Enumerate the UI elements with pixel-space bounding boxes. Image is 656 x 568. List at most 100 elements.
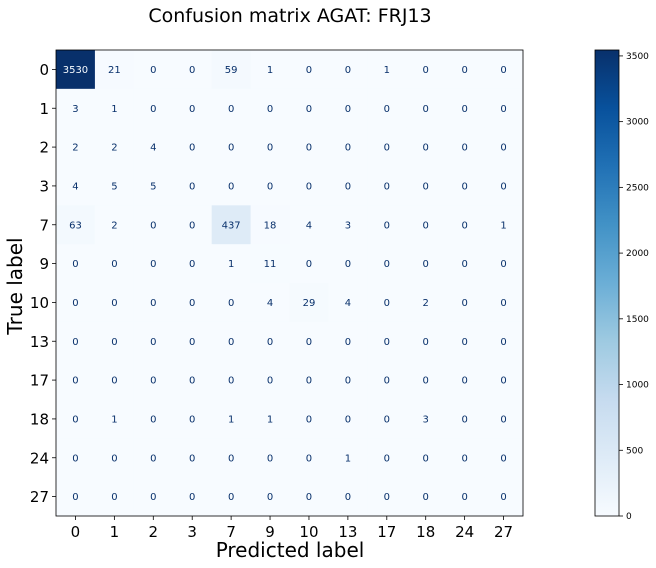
heatmap-cell xyxy=(133,50,174,90)
colorbar-tick-label: 3500 xyxy=(626,52,649,62)
heatmap-cell xyxy=(56,205,96,245)
colorbar-tick-label: 2000 xyxy=(626,249,649,259)
heatmap-cell xyxy=(94,283,135,323)
cell-value-label: 0 xyxy=(150,259,156,270)
heatmap-cell xyxy=(328,50,368,90)
heatmap-cell xyxy=(172,360,213,400)
heatmap-cell xyxy=(211,477,252,517)
heatmap-cell xyxy=(94,321,135,362)
cell-value-label: 0 xyxy=(189,492,195,503)
cell-value-label: 0 xyxy=(423,453,429,464)
cell-value-label: 0 xyxy=(228,181,234,192)
heatmap-cell xyxy=(328,321,368,362)
heatmap-cell xyxy=(250,399,290,439)
heatmap-cell xyxy=(445,244,485,284)
cell-value-label: 1 xyxy=(111,414,117,425)
cell-value-label: 1 xyxy=(228,414,234,425)
heatmap-cell xyxy=(406,399,446,439)
cell-value-label: 0 xyxy=(384,453,390,464)
heatmap-cell xyxy=(484,477,524,517)
heatmap-cell xyxy=(484,88,524,129)
heatmap-cell xyxy=(94,244,135,284)
heatmap-cell xyxy=(172,283,213,323)
heatmap-cell xyxy=(250,283,290,323)
cell-value-label: 0 xyxy=(306,259,312,270)
heatmap-cell xyxy=(211,88,252,129)
cell-value-label: 0 xyxy=(423,143,429,154)
heatmap-cell xyxy=(484,127,524,167)
colorbar xyxy=(594,49,620,517)
cell-value-label: 0 xyxy=(189,220,195,231)
heatmap-cell xyxy=(484,438,524,478)
cell-value-label: 0 xyxy=(189,143,195,154)
heatmap-cell xyxy=(133,321,174,362)
cell-value-label: 0 xyxy=(72,492,78,503)
heatmap-cell xyxy=(406,205,446,245)
heatmap-cell xyxy=(289,477,329,517)
cell-value-label: 0 xyxy=(384,337,390,348)
cell-value-label: 0 xyxy=(345,143,351,154)
cell-value-label: 5 xyxy=(150,181,156,192)
heatmap-cell xyxy=(211,283,252,323)
heatmap-cell xyxy=(250,205,290,245)
cell-value-label: 0 xyxy=(500,104,506,115)
heatmap-cell xyxy=(445,283,485,323)
heatmap-cell xyxy=(367,50,407,90)
heatmap-cell xyxy=(94,205,135,245)
cell-value-label: 0 xyxy=(423,181,429,192)
heatmap-cell xyxy=(172,205,213,245)
heatmap-cell xyxy=(367,166,407,206)
heatmap-cell xyxy=(445,127,485,167)
heatmap-cell xyxy=(56,360,96,400)
heatmap-cell xyxy=(133,399,174,439)
x-tick-label: 2 xyxy=(149,523,159,541)
heatmap-cell xyxy=(211,50,252,90)
heatmap-cell xyxy=(328,283,368,323)
cell-value-label: 0 xyxy=(345,492,351,503)
heatmap-cell xyxy=(56,88,96,129)
cell-value-label: 29 xyxy=(303,298,316,309)
x-tick-label: 10 xyxy=(299,523,318,541)
heatmap-cell xyxy=(211,438,252,478)
cell-value-label: 1 xyxy=(111,104,117,115)
heatmap-cell xyxy=(406,244,446,284)
heatmap-cell xyxy=(56,438,96,478)
heatmap-cell xyxy=(367,88,407,129)
y-tick-label: 2 xyxy=(39,139,49,157)
x-tick-label: 1 xyxy=(110,523,120,541)
cell-value-label: 0 xyxy=(267,453,273,464)
cell-value-label: 0 xyxy=(111,492,117,503)
heatmap-cell xyxy=(133,166,174,206)
heatmap-cell xyxy=(406,321,446,362)
heatmap-cell xyxy=(172,244,213,284)
heatmap-cell xyxy=(367,360,407,400)
heatmap-cell xyxy=(289,88,329,129)
cell-value-label: 0 xyxy=(384,220,390,231)
heatmap-cell xyxy=(328,205,368,245)
heatmap-cell xyxy=(172,438,213,478)
heatmap-cell xyxy=(133,438,174,478)
heatmap-cell xyxy=(367,477,407,517)
cell-value-label: 0 xyxy=(189,337,195,348)
heatmap-cell xyxy=(406,166,446,206)
cell-value-label: 0 xyxy=(461,376,467,387)
heatmap-cell xyxy=(406,438,446,478)
cell-value-label: 0 xyxy=(345,376,351,387)
cell-value-label: 1 xyxy=(384,65,390,76)
heatmap-cell xyxy=(484,166,524,206)
heatmap-cell xyxy=(94,477,135,517)
cell-value-label: 0 xyxy=(72,259,78,270)
heatmap-cell xyxy=(211,244,252,284)
cell-value-label: 2 xyxy=(72,143,78,154)
heatmap-cell xyxy=(367,438,407,478)
cell-value-label: 0 xyxy=(150,376,156,387)
cell-value-label: 0 xyxy=(461,220,467,231)
x-tick-label: 0 xyxy=(71,523,81,541)
heatmap-cell xyxy=(445,399,485,439)
cell-value-label: 0 xyxy=(423,104,429,115)
heatmap-cell xyxy=(328,166,368,206)
heatmap-cell xyxy=(289,321,329,362)
heatmap-cell xyxy=(172,50,213,90)
heatmap-cell xyxy=(328,399,368,439)
heatmap-cell xyxy=(250,360,290,400)
